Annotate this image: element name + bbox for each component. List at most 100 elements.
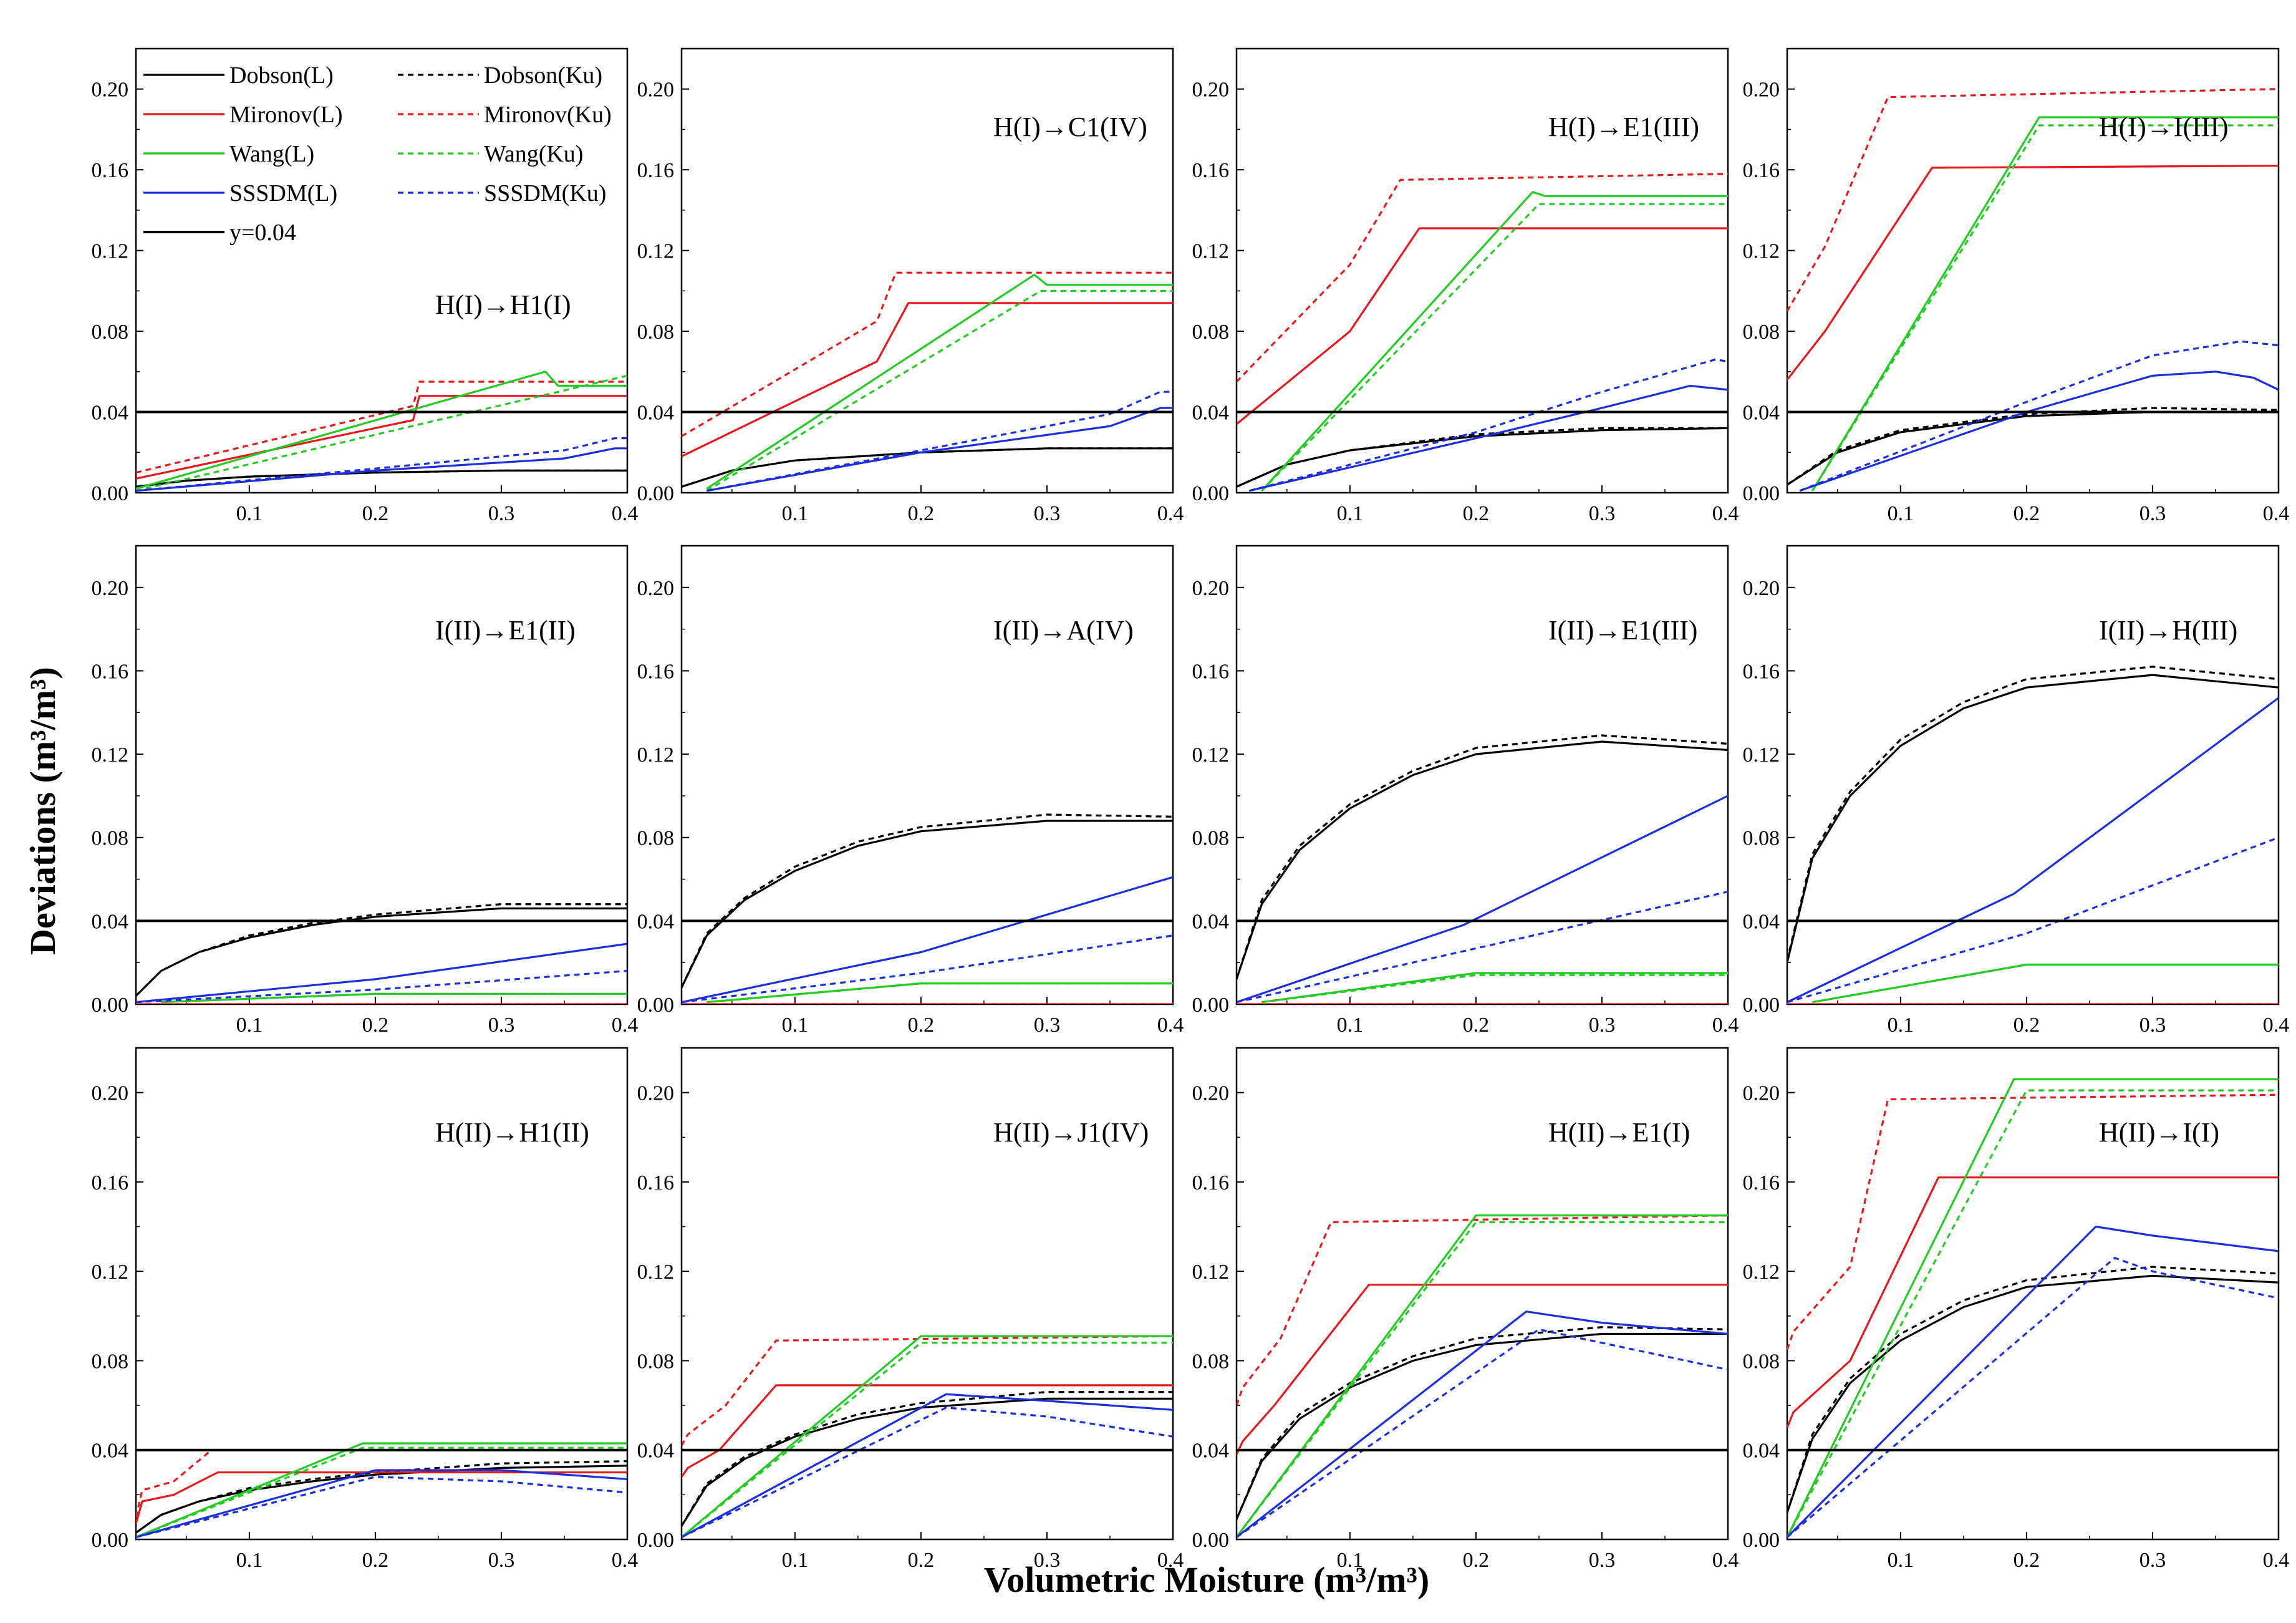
x-tick-label: 0.3 <box>488 1549 515 1572</box>
legend-label: Mironov(L) <box>229 102 343 128</box>
x-tick-label: 0.2 <box>908 1549 935 1572</box>
legend-label: Dobson(Ku) <box>484 62 602 89</box>
panel-title: H(II)→H1(II) <box>435 1117 589 1148</box>
panel-1: 0.00 0.04 0.08 0.12 0.16 0.20 0.1 0.2 0.3 0.4 H(I)… <box>92 47 639 525</box>
plot-frame <box>680 47 1174 494</box>
x-tick-label: 0.3 <box>1589 502 1616 525</box>
y-tick-label: 0.12 <box>637 744 675 767</box>
legend-label: Wang(Ku) <box>484 141 583 167</box>
y-tick-label: 0.00 <box>92 482 129 505</box>
series-line-sssdm-l <box>1237 795 1728 1004</box>
y-tick-label: 0.20 <box>637 1082 675 1105</box>
y-tick-label: 0.04 <box>637 910 675 933</box>
panel-2: 0.00 0.04 0.08 0.12 0.16 0.20 0.1 0.2 0.3 0.4 H(I)… <box>637 47 1184 525</box>
x-tick-label: 0.2 <box>1463 502 1490 525</box>
y-tick-label: 0.08 <box>92 321 129 344</box>
y-tick-label: 0.00 <box>1192 1529 1230 1552</box>
x-tick-label: 0.4 <box>1712 1014 1739 1037</box>
y-tick-label: 0.08 <box>1192 827 1230 850</box>
y-axis-label: Deviations (m³/m³) <box>22 667 63 955</box>
series-line-sssdm-ku <box>707 390 1173 492</box>
series-line-wang-ku <box>706 289 1173 492</box>
x-tick-label: 0.1 <box>782 1549 809 1572</box>
series-line-mironov-l <box>136 1471 627 1524</box>
y-tick-label: 0.04 <box>1743 910 1780 933</box>
series-line-sssdm-l <box>1799 371 2279 492</box>
y-tick-label: 0.12 <box>1192 240 1230 263</box>
series-line-dobson-ku <box>1237 427 1728 488</box>
x-tick-label: 0.1 <box>1337 1014 1364 1037</box>
x-tick-label: 0.4 <box>2263 1549 2290 1572</box>
series-line-dobson-l <box>682 820 1173 988</box>
y-tick-label: 0.20 <box>92 79 129 102</box>
plot-frame <box>1786 1047 2280 1541</box>
panel-title: H(I)→H1(I) <box>435 289 571 320</box>
x-tick-label: 0.4 <box>1157 1014 1184 1037</box>
x-axis-label: Volumetric Moisture (m³/m³) <box>984 1559 1430 1600</box>
series-line-wang-l <box>1261 191 1728 492</box>
x-tick-label: 0.4 <box>1157 1549 1184 1572</box>
series-line-sssdm-ku <box>136 1476 627 1538</box>
series-line-dobson-ku <box>682 447 1173 488</box>
y-tick-label: 0.16 <box>92 660 129 683</box>
y-tick-label: 0.00 <box>1743 1529 1780 1552</box>
y-tick-label: 0.08 <box>1192 1350 1230 1373</box>
x-tick-label: 0.2 <box>2014 1549 2040 1572</box>
x-tick-label: 0.2 <box>2014 1014 2040 1037</box>
legend-label: Wang(L) <box>229 141 314 167</box>
series-line-mironov-ku <box>682 1335 1173 1446</box>
series-line-wang-ku <box>136 1446 627 1538</box>
panel-10: 0.00 0.04 0.08 0.12 0.16 0.20 0.1 0.2 0.3 0.4 H(II… <box>637 1047 1184 1572</box>
series-line-sssdm-l <box>707 407 1173 492</box>
series-group <box>682 813 1173 1004</box>
series-line-dobson-ku <box>1237 1326 1728 1520</box>
series-group <box>1787 1078 2279 1538</box>
y-tick-label: 0.04 <box>92 910 129 933</box>
panel-5: 0.00 0.04 0.08 0.12 0.16 0.20 0.1 0.2 0.3 0.4 I(II… <box>92 545 638 1037</box>
series-line-sssdm-l <box>682 876 1173 1004</box>
panel-12: 0.00 0.04 0.08 0.12 0.16 0.20 0.1 0.2 0.3 0.4 H(II… <box>1743 1047 2290 1572</box>
x-tick-label: 0.4 <box>1712 502 1739 525</box>
x-tick-label: 0.3 <box>2139 1014 2166 1037</box>
series-line-dobson-l <box>1237 1332 1728 1520</box>
series-line-mironov-l <box>1237 1284 1728 1455</box>
series-group <box>136 1442 627 1538</box>
x-tick-label: 0.1 <box>1888 1549 1914 1572</box>
legend-label: SSSDM(L) <box>229 180 337 206</box>
plot-frame <box>135 47 629 494</box>
legend: Dobson(L) Dobson(Ku) Mironov(L) Mironov(Ku)… <box>143 62 612 246</box>
y-tick-label: 0.00 <box>637 1529 675 1552</box>
x-tick-label: 0.3 <box>488 1014 515 1037</box>
series-line-dobson-l <box>1237 427 1728 488</box>
series-line-sssdm-ku <box>136 969 627 1004</box>
series-line-dobson-l <box>1787 410 2279 486</box>
plot-frame <box>1235 47 1729 494</box>
y-tick-label: 0.12 <box>92 744 129 767</box>
series-line-mironov-ku <box>1237 1214 1728 1406</box>
y-tick-label: 0.00 <box>1743 482 1780 505</box>
series-line-wang-ku <box>1261 203 1728 492</box>
y-tick-label: 0.08 <box>637 1350 675 1373</box>
y-tick-label: 0.16 <box>92 1171 129 1194</box>
y-tick-label: 0.20 <box>1743 577 1780 600</box>
x-tick-label: 0.3 <box>1034 502 1061 525</box>
y-tick-label: 0.16 <box>637 1171 675 1194</box>
panel-title: H(II)→I(I) <box>2099 1117 2219 1148</box>
series-line-sssdm-l <box>136 942 627 1004</box>
series-line-mironov-ku <box>136 380 627 474</box>
panel-title: H(II)→J1(IV) <box>993 1117 1149 1148</box>
y-tick-label: 0.12 <box>92 1261 129 1284</box>
y-tick-label: 0.12 <box>1743 744 1780 767</box>
y-tick-label: 0.12 <box>637 240 675 263</box>
plot-frame <box>1786 47 2280 494</box>
y-tick-label: 0.12 <box>1192 744 1230 767</box>
x-tick-label: 0.1 <box>1888 1014 1914 1037</box>
series-line-mironov-l <box>1237 227 1728 425</box>
x-tick-label: 0.3 <box>2139 1549 2166 1572</box>
series-line-wang-ku <box>1261 974 1728 1004</box>
x-tick-label: 0.4 <box>612 502 639 525</box>
y-tick-label: 0.04 <box>1192 910 1230 933</box>
series-line-wang-ku <box>1811 124 2279 492</box>
y-tick-label: 0.16 <box>637 159 675 182</box>
panel-7: 0.00 0.04 0.08 0.12 0.16 0.20 0.1 0.2 0.3 0.4 I(II… <box>1192 545 1739 1037</box>
